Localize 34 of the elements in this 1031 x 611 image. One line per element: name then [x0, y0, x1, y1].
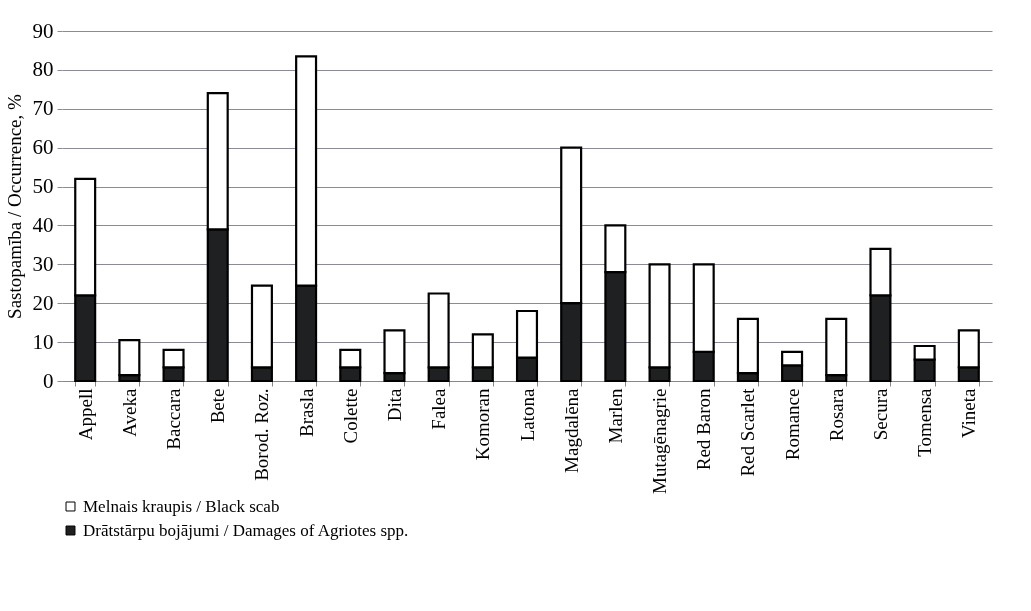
x-tick-label: Appell — [74, 388, 96, 441]
y-tick-label: 80 — [32, 57, 54, 82]
x-tick-label: Secura — [869, 387, 891, 441]
x-tick-label: Vineta — [958, 387, 980, 439]
y-tick-label: 0 — [43, 368, 54, 393]
y-axis-title: Sastopamība / Occurrence, % — [3, 93, 25, 319]
x-tick-label: Red Baron — [693, 388, 715, 471]
x-tick-label: Red Scarlet — [737, 387, 759, 477]
x-tick-label: Mutagēnagrie — [649, 388, 671, 495]
y-tick-label: 10 — [32, 329, 54, 354]
x-tick-label: Marlen — [604, 388, 626, 444]
y-tick-label: 70 — [32, 96, 54, 121]
x-tick-label: Dita — [383, 387, 405, 422]
y-tick-label: 30 — [32, 251, 54, 276]
x-tick-label: Colette — [339, 388, 361, 444]
x-tick-label: Romance — [781, 388, 803, 461]
x-tick-label: Bete — [207, 388, 229, 424]
x-tick-label: Falea — [428, 387, 450, 430]
x-tick-label: Aveka — [118, 387, 140, 437]
x-tick-label: Borod. Roz. — [251, 388, 273, 481]
y-tick-label: 20 — [32, 290, 54, 315]
y-tick-label: 40 — [32, 212, 54, 237]
y-tick-label: 90 — [32, 18, 54, 43]
legend-label: Melnais kraupis / Black scab — [83, 496, 280, 516]
x-tick-label: Komoran — [472, 388, 494, 461]
x-tick-label: Tomensa — [914, 387, 936, 457]
x-tick-label: Magdalēna — [560, 387, 582, 473]
y-tick-label: 50 — [32, 174, 54, 199]
legend-label: Drātstārpu bojājumi / Damages of Agriotes spp. — [83, 520, 409, 540]
x-tick-label: Latona — [516, 387, 538, 442]
x-tick-label: Brasla — [295, 387, 317, 438]
x-tick-label: Baccara — [163, 387, 185, 450]
x-tick-label: Rosara — [825, 387, 847, 442]
y-tick-label: 60 — [32, 135, 54, 160]
